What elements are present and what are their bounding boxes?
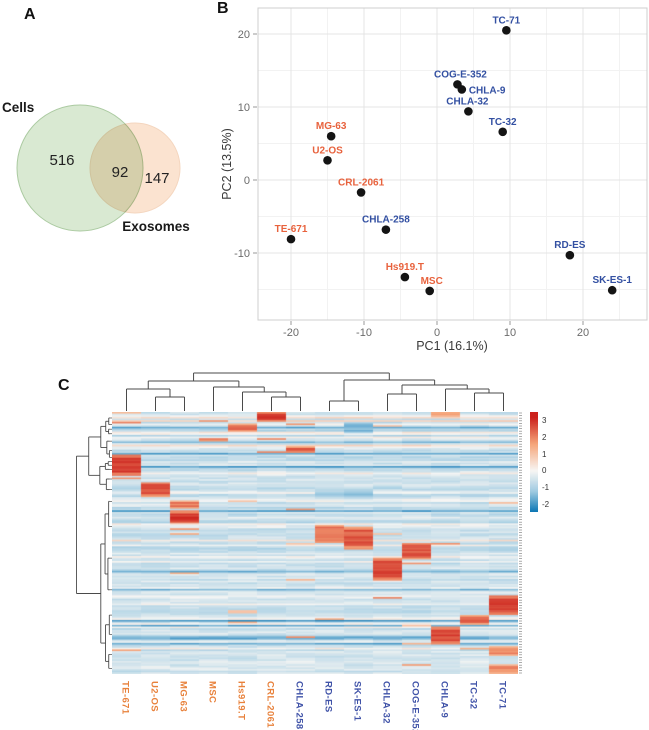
colorbar-tick-label: 1	[542, 449, 547, 459]
x-tick-label: -20	[283, 327, 299, 339]
heatmap-column-label: MSC	[206, 681, 218, 704]
heatmap-column-label: Hs919.T	[235, 681, 247, 721]
x-tick-label: 10	[504, 327, 516, 339]
y-tick-label: -10	[234, 248, 250, 260]
pca-point	[607, 285, 617, 295]
colorbar-tick-label: 2	[542, 433, 547, 442]
x-tick-label: -10	[356, 327, 372, 339]
heatmap-column-label: CRL-2061	[264, 681, 276, 729]
pca-point	[464, 107, 473, 116]
heatmap-colorbar	[530, 412, 538, 512]
heatmap-column-label: TC-32	[467, 681, 479, 710]
pca-point-label: SK-ES-1	[592, 275, 632, 286]
heatmap-column-label: CHLA-32	[380, 681, 392, 724]
pca-point-label: CHLA-32	[446, 96, 489, 107]
pca-gridlines	[258, 8, 647, 320]
venn-cells-label: Cells	[2, 100, 34, 115]
venn-exosomes-count: 147	[144, 170, 169, 187]
heatmap-column-label: MG-63	[177, 681, 189, 713]
venn-cells-count: 516	[49, 152, 74, 169]
pca-point-label: TC-71	[492, 15, 520, 26]
venn-diagram: Cells 516 92 147 Exosomes	[2, 100, 190, 234]
colorbar-tick-label: -2	[542, 499, 550, 509]
colorbar-tick-label: 3	[542, 416, 547, 426]
x-tick-label: 0	[434, 327, 440, 339]
pca-point-label: COG-E-352	[434, 69, 487, 80]
heatmap-column-label: RD-ES	[322, 681, 334, 713]
pca-point-label: Hs919.T	[386, 262, 424, 273]
pca-point	[425, 286, 434, 296]
colorbar-tick-label: -1	[542, 483, 550, 492]
heatmap-matrix	[112, 412, 518, 674]
pca-point	[326, 131, 336, 141]
pca-point	[400, 272, 410, 282]
panel-b-label: B	[217, 0, 229, 17]
heatmap-column-label: TC-71	[496, 681, 508, 710]
pca-x-axis-title: PC1 (16.1%)	[416, 339, 488, 353]
heatmap-column-label: CHLA-258	[293, 681, 305, 730]
pca-point	[356, 188, 366, 197]
pca-point-label: CRL-2061	[338, 177, 385, 188]
venn-circle-exosomes	[89, 122, 181, 214]
y-tick-label: 20	[238, 29, 250, 41]
colorbar-tick-label: 0	[542, 466, 547, 476]
pca-scatter-plot: -20 -10 0 10 20 -10 0 10 20 TC-71 COG-E-352 CHLA-9…	[220, 7, 648, 353]
pca-point	[286, 234, 296, 244]
pca-axes: -20 -10 0 10 20 -10 0 10 20	[234, 7, 648, 339]
pca-point	[502, 26, 511, 35]
heatmap-column-label: CHLA-9	[438, 681, 450, 719]
y-tick-label: 0	[244, 175, 250, 187]
panel-a-label: A	[24, 6, 36, 23]
pca-point-label: TC-32	[489, 117, 517, 128]
pca-point-label: MG-63	[316, 121, 347, 132]
heatmap-column-label: TE-671	[119, 681, 131, 715]
pca-point	[323, 155, 332, 165]
heatmap-column-label: COG-E-352	[409, 681, 421, 730]
pca-point-label: RD-ES	[554, 240, 585, 251]
pca-point	[565, 250, 575, 260]
x-tick-label: 20	[577, 327, 589, 339]
y-tick-label: 10	[238, 102, 250, 114]
pca-point	[457, 85, 467, 94]
pca-point	[381, 225, 391, 234]
pca-point-label: CHLA-9	[469, 85, 506, 96]
venn-overlap-count: 92	[112, 164, 129, 181]
venn-exosomes-label: Exosomes	[122, 219, 190, 234]
pca-y-axis-title: PC2 (13.5%)	[220, 128, 234, 200]
panel-c-label: C	[58, 377, 70, 394]
pca-point-label: TE-671	[275, 224, 308, 235]
heatmap-column-label: U2-OS	[148, 681, 160, 713]
pca-point-label: CHLA-258	[362, 215, 410, 226]
pca-point-label: U2-OS	[312, 145, 343, 156]
heatmap-column-label: SK-ES-1	[351, 681, 363, 722]
pca-point	[498, 127, 508, 137]
plot-border	[257, 7, 648, 321]
pca-point-label: MSC	[421, 276, 443, 287]
